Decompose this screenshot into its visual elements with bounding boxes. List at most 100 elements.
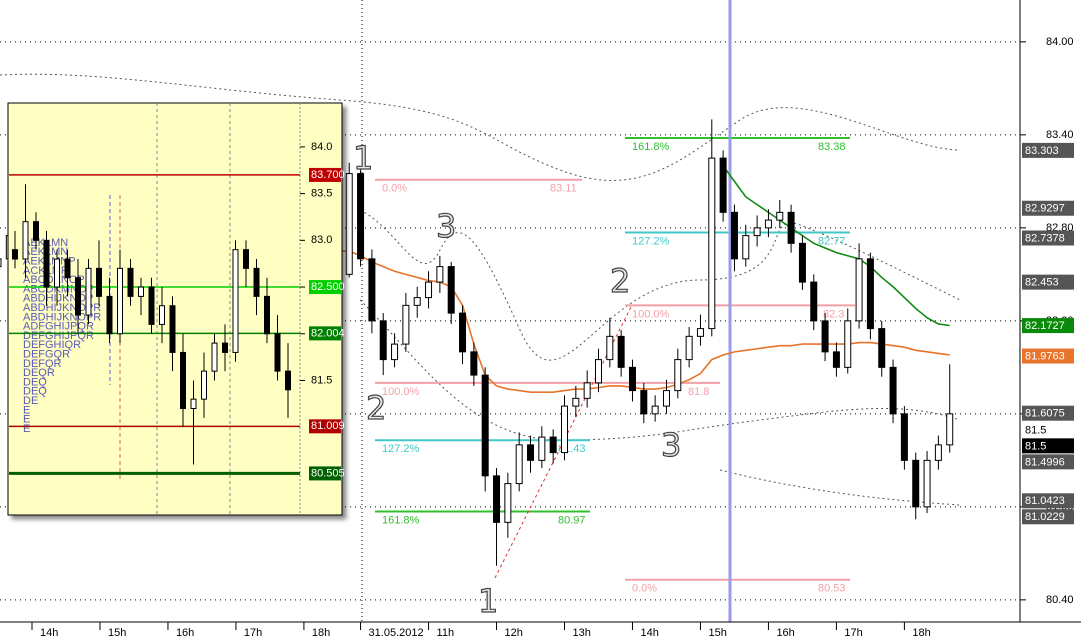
candle-body bbox=[764, 219, 772, 229]
lower-band-2 bbox=[719, 469, 961, 506]
fib-percent: 127.2% bbox=[632, 235, 670, 247]
candle-body bbox=[12, 249, 18, 260]
candle-body bbox=[594, 359, 602, 384]
candle-body bbox=[549, 436, 557, 454]
candle-body bbox=[515, 444, 523, 485]
price-box-label: 81.6075 bbox=[1025, 408, 1065, 420]
candle-body bbox=[832, 351, 840, 368]
lower-band bbox=[359, 299, 961, 441]
candle-body bbox=[889, 366, 897, 415]
candle-body bbox=[719, 157, 727, 213]
x-tick-label: 18h bbox=[312, 627, 330, 639]
y-tick-label: 84.00 bbox=[1046, 36, 1074, 48]
candle-body bbox=[810, 281, 818, 322]
candle-body bbox=[674, 359, 682, 392]
candle-body bbox=[138, 286, 144, 297]
price-box bbox=[1022, 509, 1074, 525]
fib-price: 82.3 bbox=[823, 308, 844, 320]
profile-row: E bbox=[23, 423, 30, 435]
inset-level-box bbox=[309, 466, 341, 481]
price-box bbox=[1022, 274, 1074, 290]
x-tick-label: 12h bbox=[505, 627, 523, 639]
candle-body bbox=[190, 398, 197, 409]
price-box-label: 82.9297 bbox=[1025, 203, 1065, 215]
candle-body bbox=[934, 444, 942, 461]
upper-band bbox=[359, 209, 961, 361]
candle-body bbox=[798, 242, 806, 283]
x-tick-label: 14h bbox=[40, 627, 58, 639]
candle-body bbox=[946, 413, 954, 446]
candle-body bbox=[572, 397, 580, 407]
indicator-line bbox=[722, 165, 950, 327]
price-box-label: 81.0229 bbox=[1025, 511, 1065, 523]
candle-body bbox=[379, 320, 387, 361]
wave-labels: 1 2 3 2 3 1 bbox=[352, 138, 682, 620]
candle-body bbox=[106, 295, 113, 335]
candle-body bbox=[538, 436, 546, 461]
inset-tick-label: 83.0 bbox=[311, 234, 332, 246]
x-tick-label: 14h bbox=[640, 627, 658, 639]
inset-level-box bbox=[309, 326, 341, 341]
candle-body bbox=[0, 258, 2, 268]
x-tick-label: 17h bbox=[244, 627, 262, 639]
candle-body bbox=[640, 390, 648, 415]
candle-body bbox=[923, 459, 931, 508]
candle-body bbox=[696, 328, 704, 337]
wave-label: 3 bbox=[661, 426, 681, 464]
inset-level-label: 82.004 bbox=[311, 327, 345, 339]
x-tick-label: 15h bbox=[708, 627, 726, 639]
candle-body bbox=[425, 281, 433, 299]
profile-row: DEFGHIQR bbox=[23, 339, 81, 351]
fib-percent: 161.8% bbox=[382, 514, 420, 526]
price-box-label: 81.5 bbox=[1025, 424, 1046, 436]
candle-body bbox=[787, 211, 795, 244]
candle-body bbox=[274, 333, 281, 372]
inset-level-label: 80.505 bbox=[311, 467, 345, 479]
candle-body bbox=[148, 286, 155, 325]
candle-body bbox=[708, 157, 716, 330]
x-tick-label: 15h bbox=[108, 627, 126, 639]
inset-level-label: 82.500 bbox=[311, 281, 345, 293]
candle-body bbox=[493, 475, 501, 523]
candle-body bbox=[900, 413, 908, 461]
candle-body bbox=[201, 370, 207, 400]
candle-body bbox=[159, 305, 165, 325]
price-box-label: 82.1727 bbox=[1025, 320, 1065, 332]
candle-body bbox=[459, 312, 467, 353]
fib-price: 81.8 bbox=[688, 386, 709, 398]
candle-body bbox=[232, 249, 239, 353]
candle-body bbox=[54, 258, 60, 288]
inset-level-label: 81.009 bbox=[311, 420, 345, 432]
price-box-label: 82.7378 bbox=[1025, 232, 1065, 244]
profile-row: ABDHIJKNOPR bbox=[23, 311, 101, 323]
fib-percent: 0.0% bbox=[382, 183, 407, 195]
wave-label: 2 bbox=[610, 262, 630, 300]
candle-body bbox=[180, 351, 186, 409]
candle-body bbox=[504, 483, 512, 523]
candle-body bbox=[22, 221, 29, 260]
candle-body bbox=[96, 267, 102, 297]
fib-price: 80.53 bbox=[818, 583, 846, 595]
candle-body bbox=[85, 267, 92, 316]
candle-body bbox=[413, 297, 421, 306]
candle-body bbox=[617, 335, 625, 368]
fib-price: 83.38 bbox=[818, 141, 846, 153]
candle-body bbox=[742, 235, 750, 260]
x-tick-label: 16h bbox=[176, 627, 194, 639]
candle-body bbox=[855, 258, 863, 322]
candle-body bbox=[243, 249, 249, 269]
profile-row: DEFQR bbox=[23, 358, 62, 370]
price-box-label: 82.453 bbox=[1025, 277, 1059, 289]
profile-row: ABDHIJKNOPR bbox=[23, 302, 101, 314]
fib-percent: 161.8% bbox=[632, 141, 670, 153]
fib-percent: 100.0% bbox=[632, 308, 670, 320]
profile-row: DEQ bbox=[23, 376, 47, 388]
candle-body bbox=[776, 211, 784, 221]
inset-tick-label: 81.5 bbox=[311, 374, 332, 386]
candle-body bbox=[447, 266, 455, 314]
price-box bbox=[1022, 230, 1074, 246]
candle-body bbox=[470, 351, 478, 376]
wave-label: 1 bbox=[353, 139, 373, 177]
